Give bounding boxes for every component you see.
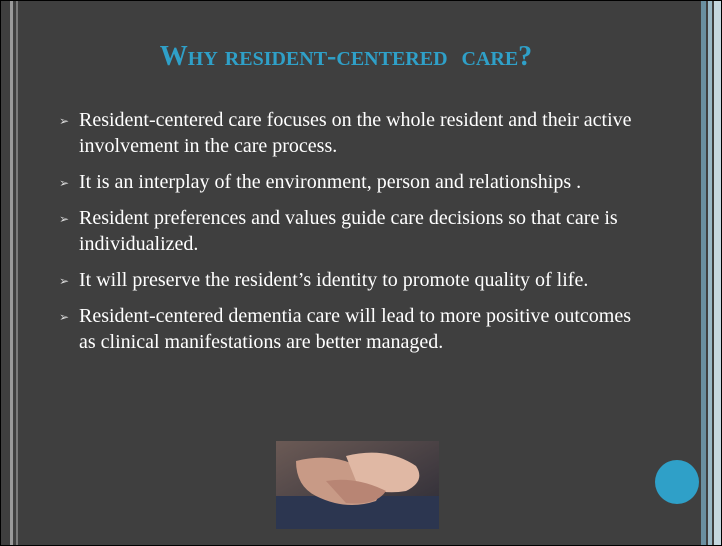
slide: Why resident-centered care? Resident-cen… [0,0,722,546]
accent-circle [655,460,699,504]
bullet: Resident preferences and values guide ca… [59,205,639,257]
bullet-list: Resident-centered care focuses on the wh… [59,107,639,365]
bullet: Resident-centered care focuses on the wh… [59,107,639,159]
bullet: It is an interplay of the environment, p… [59,169,639,195]
right-stripe [708,1,712,545]
slide-title: Why resident-centered care? [31,41,661,73]
left-stripe [10,1,13,545]
bullet: It will preserve the resident’s identity… [59,267,639,293]
right-stripe [701,1,706,545]
left-stripe [16,1,18,545]
photo [276,441,439,529]
bullet: Resident-centered dementia care will lea… [59,303,639,355]
right-stripe [714,1,721,545]
